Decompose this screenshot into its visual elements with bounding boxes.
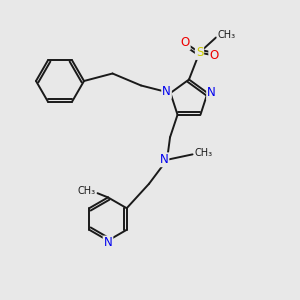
Text: O: O: [181, 36, 190, 50]
Text: O: O: [209, 49, 218, 62]
Text: CH₃: CH₃: [77, 186, 95, 196]
Text: S: S: [196, 46, 203, 59]
Text: N: N: [207, 86, 216, 100]
Text: N: N: [103, 236, 112, 250]
Text: CH₃: CH₃: [218, 29, 236, 40]
Text: CH₃: CH₃: [195, 148, 213, 158]
Text: N: N: [162, 85, 171, 98]
Text: N: N: [160, 153, 168, 166]
